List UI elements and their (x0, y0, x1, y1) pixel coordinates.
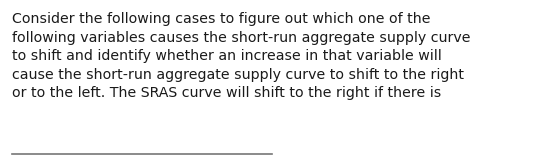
Text: Consider the following cases to figure out which one of the
following variables : Consider the following cases to figure o… (12, 12, 470, 101)
